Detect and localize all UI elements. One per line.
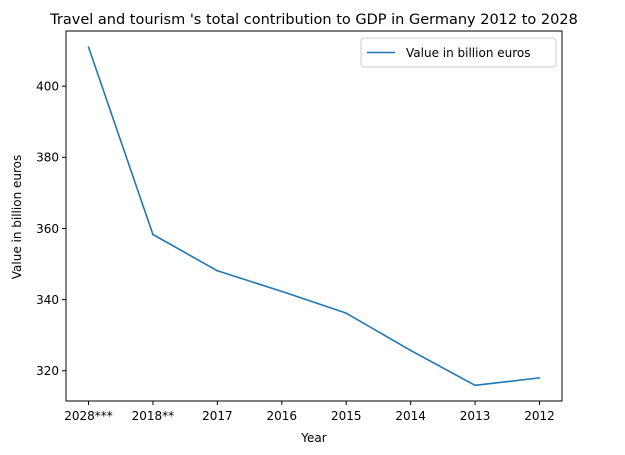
x-tick-label: 2016 [267, 409, 298, 423]
x-axis-label: Year [300, 431, 326, 445]
data-point [538, 377, 541, 379]
x-tick-label: 2014 [395, 409, 426, 423]
x-tick-label: 2015 [331, 409, 362, 423]
legend-label-series-1: Value in billion euros [406, 46, 531, 60]
data-point [345, 312, 348, 314]
legend: Value in billion euros [360, 37, 557, 68]
y-axis-label: Value in billion euros [10, 155, 24, 280]
y-tick-label: 380 [36, 151, 59, 165]
data-point [409, 349, 412, 352]
y-tick-label: 340 [36, 293, 59, 307]
x-tick-label: 2017 [202, 409, 233, 423]
y-tick-label: 360 [36, 222, 59, 236]
x-tick-label: 2013 [460, 409, 491, 423]
x-tick-label: 2018** [132, 409, 175, 423]
series-line-1 [87, 46, 540, 387]
data-point [87, 46, 90, 48]
series-layer [87, 46, 541, 387]
x-tick-label: 2028*** [64, 409, 113, 423]
chart-title: Travel and tourism 's total contribution… [49, 12, 578, 28]
legend-box [360, 37, 557, 68]
y-tick-label: 400 [36, 79, 59, 93]
data-point [280, 290, 283, 293]
data-point [216, 269, 219, 272]
x-tick-label: 2012 [524, 409, 555, 423]
data-point [474, 384, 476, 387]
axis-ticks: 2028*** 2018** 2017 2016 2015 2014 2013 2012 320… [36, 79, 555, 423]
y-tick-label: 320 [36, 364, 59, 378]
data-point [152, 233, 154, 236]
plot-frame [65, 30, 563, 402]
